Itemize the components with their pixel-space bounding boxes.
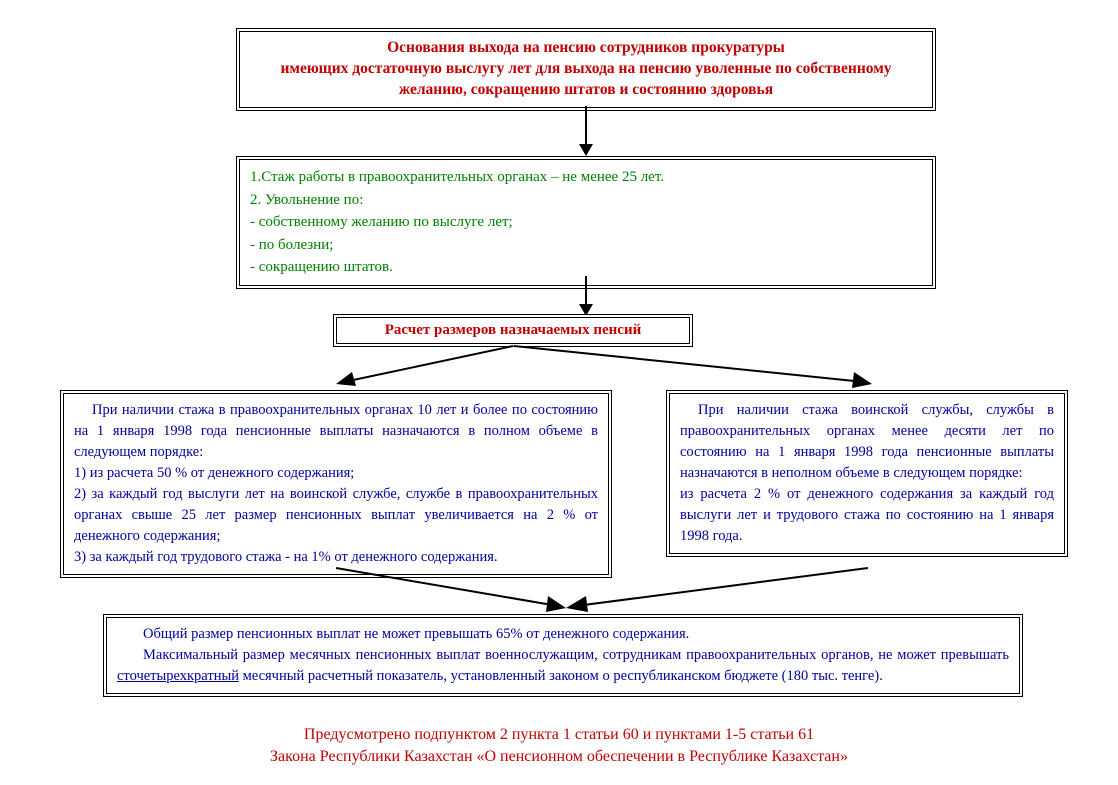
arrow-left-to-bottom [330,566,574,618]
title-box: Основания выхода на пенсию сотрудников п… [236,28,936,111]
left-p3: 2) за каждый год выслуги лет на воинской… [74,486,598,544]
calc-left-box: При наличии стажа в правоохранительных о… [60,390,612,578]
arrow-green-to-subtitle [576,276,596,318]
footer-text: Предусмотрено подпунктом 2 пункта 1 стат… [0,724,1118,769]
right-p1: При наличии стажа воинской службы, служб… [680,402,1054,481]
arrow-subtitle-to-left [330,344,520,394]
title-line1: Основания выхода на пенсию сотрудников п… [387,39,785,56]
left-p4: 3) за каждый год трудового стажа - на 1%… [74,549,498,565]
bottom-l2-underlined: сточетырехкратный [117,668,239,684]
limits-box: Общий размер пенсионных выплат не может … [103,614,1023,697]
cond-l1: 1.Стаж работы в правоохранительных орган… [250,166,922,189]
bottom-l1: Общий размер пенсионных выплат не может … [143,626,689,642]
right-p2: из расчета 2 % от денежного содержания з… [680,486,1054,544]
left-p1: При наличии стажа в правоохранительных о… [74,402,598,460]
bottom-l2-pre: Максимальный размер месячных пенсионных … [143,647,1009,663]
cond-l3: - собственному желанию по выслуге лет; [250,211,922,234]
footer-l2: Закона Республики Казахстан «О пенсионно… [270,748,848,765]
cond-l2: 2. Увольнение по: [250,189,922,212]
conditions-box: 1.Стаж работы в правоохранительных орган… [236,156,936,289]
left-p2: 1) из расчета 50 % от денежного содержан… [74,465,354,481]
subtitle-box: Расчет размеров назначаемых пенсий [333,314,693,347]
arrow-subtitle-to-right [510,344,880,394]
cond-l4: - по болезни; [250,234,922,257]
arrow-title-to-green [576,106,596,158]
footer-l1: Предусмотрено подпунктом 2 пункта 1 стат… [304,726,814,743]
subtitle-text: Расчет размеров назначаемых пенсий [345,322,681,339]
calc-right-box: При наличии стажа воинской службы, служб… [666,390,1068,557]
bottom-l2-post: месячный расчетный показатель, установле… [239,668,883,684]
arrow-right-to-bottom [560,566,876,618]
title-line2: имеющих достаточную выслугу лет для выхо… [280,60,891,98]
